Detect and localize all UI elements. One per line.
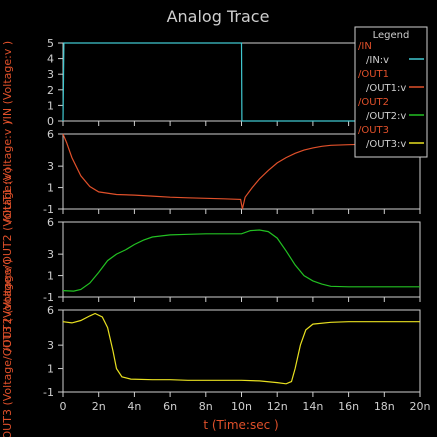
series-line-1 <box>62 42 420 122</box>
legend-entry-label: /OUT3:v <box>366 139 406 150</box>
x-tick-label: 18n <box>374 400 395 413</box>
y-tick-label: 2 <box>47 84 54 97</box>
y-tick-label: 5 <box>47 37 54 50</box>
y-axis-label: /OUT3 (Voltage/OUT3 (Voltage:v ) <box>1 259 14 437</box>
chart-title: Analog Trace <box>167 7 270 26</box>
panel-4: -1 1 3 6/OUT3 (Voltage/OUT3 (Voltage:v ) <box>1 259 421 437</box>
y-tick-label: 1 <box>47 270 54 283</box>
y-tick-label: 4 <box>47 53 54 66</box>
y-axis-label: /OUT1 (Voltage:v ) <box>1 121 14 222</box>
y-tick-label: 1 <box>47 99 54 112</box>
y-tick-label: -1 <box>43 203 54 216</box>
x-tick-label: 6n <box>163 400 177 413</box>
panel-1: 0 1 2 3 4 5/IN (Voltage:v ) <box>1 37 421 128</box>
x-axis-label: t (Time:sec ) <box>203 418 278 432</box>
y-tick-label: 6 <box>47 216 54 229</box>
series-line-2 <box>62 133 420 210</box>
y-tick-label: -1 <box>43 386 54 399</box>
y-tick-label: 1 <box>47 182 54 195</box>
y-tick-label: 6 <box>47 128 54 141</box>
x-tick-label: 20n <box>410 400 431 413</box>
legend-entry-label: /OUT1:v <box>366 83 406 94</box>
y-tick-label: 3 <box>47 160 54 173</box>
y-tick-label: 3 <box>47 339 54 352</box>
legend-group-label: /OUT1 <box>358 69 389 80</box>
series-line-3 <box>62 229 420 292</box>
y-tick-label: 3 <box>47 248 54 261</box>
legend-group-label: /OUT3 <box>358 125 389 136</box>
legend-entry-label: /IN:v <box>366 55 389 66</box>
legend-box <box>354 26 428 158</box>
legend-title: Legend <box>373 30 410 41</box>
y-axis-label: /OUT2 (Voltage/OUT2 (Voltage:v ) <box>1 167 14 351</box>
series-line-4 <box>62 312 420 385</box>
x-tick-label: 0 <box>60 400 67 413</box>
x-tick-label: 14n <box>302 400 323 413</box>
legend-group-label: /OUT2 <box>358 97 389 108</box>
legend-entry-label: /OUT2:v <box>366 111 406 122</box>
y-tick-label: 1 <box>47 363 54 376</box>
x-tick-label: 4n <box>127 400 141 413</box>
y-tick-label: -1 <box>43 291 54 304</box>
legend: Legend/IN/IN:v/OUT1/OUT1:v/OUT2/OUT2:v/O… <box>354 26 428 158</box>
y-axis-label: /IN (Voltage:v ) <box>1 41 14 123</box>
x-tick-label: 16n <box>338 400 359 413</box>
legend-group-label: /IN <box>358 41 372 52</box>
y-tick-label: 0 <box>47 115 54 128</box>
x-tick-label: 10n <box>231 400 252 413</box>
y-tick-label: 6 <box>47 304 54 317</box>
panel-3: -1 1 3 6/OUT2 (Voltage/OUT2 (Voltage:v ) <box>1 167 421 352</box>
x-tick-label: 12n <box>267 400 288 413</box>
x-tick-label: 2n <box>92 400 106 413</box>
y-tick-label: 3 <box>47 68 54 81</box>
panel-2: -1 1 3 6/OUT1 (Voltage:v ) <box>1 121 421 222</box>
x-tick-label: 8n <box>199 400 213 413</box>
